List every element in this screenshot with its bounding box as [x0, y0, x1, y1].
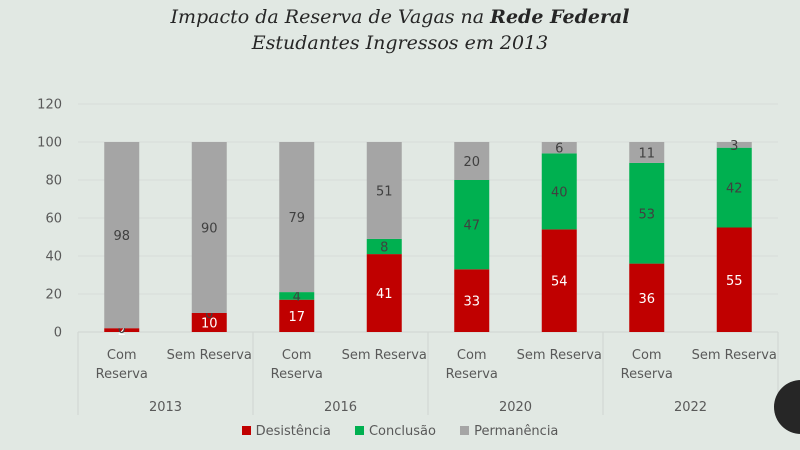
- x-category-label: Reserva: [621, 367, 673, 382]
- legend-item-conclusao[interactable]: Conclusão: [354, 424, 436, 439]
- bar-segment-permanência[interactable]: [104, 142, 140, 329]
- data-label: 41: [376, 287, 393, 302]
- bar-segment-conclusão[interactable]: [366, 238, 402, 255]
- x-group-label: 2022: [674, 400, 707, 415]
- data-label: 3: [730, 139, 738, 154]
- x-group-label: 2013: [149, 400, 182, 415]
- bar-segment-desistência[interactable]: [104, 328, 140, 332]
- data-label: 54: [551, 275, 568, 290]
- x-group-label: 2016: [324, 400, 357, 415]
- x-category-label: Com: [282, 348, 312, 363]
- data-label: 0: [205, 307, 213, 322]
- x-category-label: Sem Reserva: [517, 348, 602, 363]
- bar-segment-conclusão[interactable]: [279, 292, 315, 300]
- y-tick-label: 100: [37, 136, 62, 151]
- chart-title: Impacto da Reserva de Vagas na Rede Fede…: [0, 4, 800, 56]
- title-line: Impacto da Reserva de Vagas na Rede Fede…: [0, 4, 800, 30]
- data-label: 2: [118, 324, 126, 339]
- bar-segment-conclusão[interactable]: [454, 180, 490, 270]
- y-tick-label: 120: [37, 98, 62, 113]
- data-label: 10: [201, 317, 218, 332]
- bar-segment-permanência[interactable]: [191, 142, 227, 313]
- bar-segment-permanência[interactable]: [716, 142, 752, 148]
- data-label: 53: [638, 207, 655, 222]
- legend-swatch: [460, 426, 470, 435]
- data-label: 33: [463, 295, 480, 310]
- title-text: Impacto da Reserva de Vagas na: [170, 6, 491, 28]
- y-tick-label: 60: [45, 212, 62, 227]
- y-tick-label: 80: [45, 174, 62, 189]
- bar-segment-desistência[interactable]: [629, 263, 665, 332]
- legend: Desistência Conclusão Permanência: [0, 424, 800, 439]
- bar-segment-conclusão[interactable]: [629, 162, 665, 264]
- data-label: 4: [293, 290, 301, 305]
- legend-item-permanencia[interactable]: Permanência: [460, 424, 558, 439]
- x-category-label: Reserva: [96, 367, 148, 382]
- legend-label: Conclusão: [368, 424, 436, 439]
- legend-swatch: [241, 426, 251, 435]
- data-label: 11: [638, 146, 655, 161]
- x-category-label: Sem Reserva: [342, 348, 427, 363]
- bar-segment-permanência[interactable]: [541, 142, 577, 154]
- legend-label: Permanência: [474, 424, 559, 439]
- legend-item-desistencia[interactable]: Desistência: [241, 424, 331, 439]
- data-label: 79: [288, 211, 305, 226]
- data-label: 55: [726, 274, 743, 289]
- bar-segment-permanência[interactable]: [629, 142, 665, 163]
- data-label: 47: [463, 219, 480, 234]
- data-label: 0: [118, 322, 126, 337]
- data-label: 40: [551, 185, 568, 200]
- x-category-label: Sem Reserva: [167, 348, 252, 363]
- y-tick-label: 20: [45, 288, 62, 303]
- y-tick-label: 0: [54, 326, 62, 341]
- bar-segment-permanência[interactable]: [366, 142, 402, 239]
- bar-segment-desistência[interactable]: [191, 313, 227, 332]
- bar-segment-desistência[interactable]: [279, 299, 315, 332]
- bar-segment-desistência[interactable]: [454, 269, 490, 332]
- data-label: 98: [113, 229, 130, 244]
- x-category-label: Sem Reserva: [692, 348, 777, 363]
- bar-segment-desistência[interactable]: [716, 227, 752, 333]
- x-category-label: Com: [632, 348, 662, 363]
- bar-segment-conclusão[interactable]: [541, 153, 577, 230]
- data-label: 42: [726, 182, 743, 197]
- data-label: 90: [201, 222, 218, 237]
- title-bold-text: Rede Federal: [490, 6, 630, 28]
- x-category-label: Reserva: [446, 367, 498, 382]
- data-label: 36: [638, 292, 655, 307]
- x-group-label: 2020: [499, 400, 532, 415]
- data-label: 8: [380, 241, 388, 256]
- data-label: 51: [376, 184, 393, 199]
- x-category-label: Reserva: [271, 367, 323, 382]
- legend-label: Desistência: [255, 424, 331, 439]
- y-tick-label: 40: [45, 250, 62, 265]
- data-label: 6: [555, 142, 563, 157]
- data-label: 17: [288, 310, 305, 325]
- bar-segment-desistência[interactable]: [541, 229, 577, 332]
- bar-segment-permanência[interactable]: [454, 142, 490, 180]
- bar-segment-conclusão[interactable]: [716, 147, 752, 228]
- x-category-label: Com: [107, 348, 137, 363]
- legend-swatch: [354, 426, 364, 435]
- chart-subtitle: Estudantes Ingressos em 2013: [251, 32, 549, 54]
- bar-segment-permanência[interactable]: [279, 142, 315, 293]
- data-label: 20: [463, 155, 480, 170]
- bar-segment-desistência[interactable]: [366, 254, 402, 332]
- x-category-label: Com: [457, 348, 487, 363]
